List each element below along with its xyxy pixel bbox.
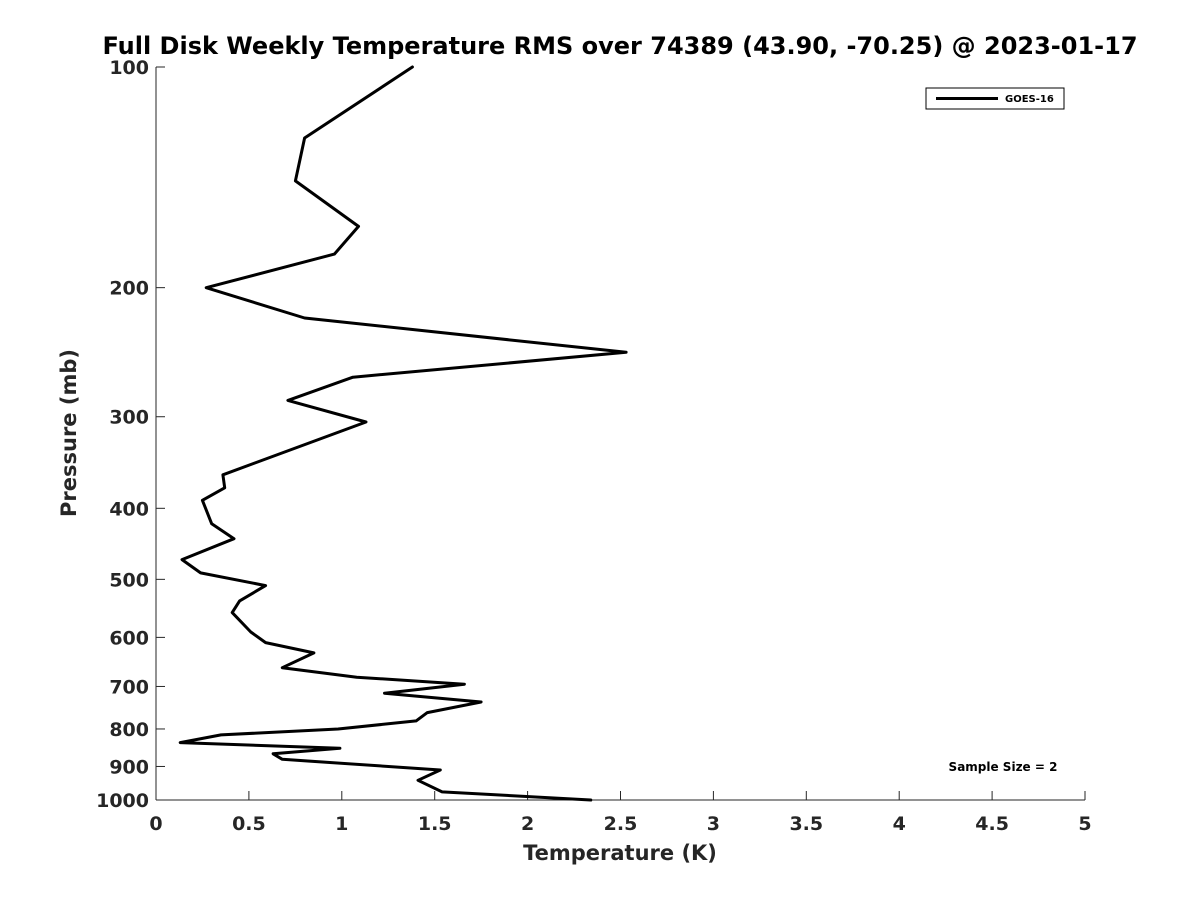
y-tick-label: 300 xyxy=(109,407,149,429)
x-tick-label: 3.5 xyxy=(789,813,823,835)
y-tick-label: 100 xyxy=(109,57,149,79)
x-axis-label: Temperature (K) xyxy=(523,841,717,865)
y-tick-label: 400 xyxy=(109,498,149,520)
x-tick-label: 4.5 xyxy=(975,813,1009,835)
x-tick-label: 0.5 xyxy=(232,813,266,835)
y-axis-label: Pressure (mb) xyxy=(57,349,81,517)
x-tick-label: 2.5 xyxy=(604,813,638,835)
y-tick-label: 200 xyxy=(109,278,149,300)
x-tick-label: 3 xyxy=(707,813,720,835)
legend-label-goes-16: GOES-16 xyxy=(1005,94,1054,105)
chart-title: Full Disk Weekly Temperature RMS over 74… xyxy=(102,32,1137,60)
y-tick-label: 900 xyxy=(109,756,149,778)
y-axis-ticks: 100 200 300 400 500 600 700 800 900 1000 xyxy=(96,57,165,812)
x-tick-label: 4 xyxy=(893,813,906,835)
x-axis-ticks: 0 0.5 1 1.5 2 2.5 3 3.5 4 4.5 5 xyxy=(149,791,1092,835)
x-tick-label: 1.5 xyxy=(418,813,452,835)
x-tick-label: 5 xyxy=(1078,813,1091,835)
y-tick-label: 600 xyxy=(109,627,149,649)
y-tick-label: 1000 xyxy=(96,790,149,812)
legend: GOES-16 xyxy=(925,87,1065,110)
y-tick-label: 800 xyxy=(109,719,149,741)
series-line-goes-16 xyxy=(178,65,628,802)
sample-size-annotation: Sample Size = 2 xyxy=(949,760,1058,774)
x-tick-label: 0 xyxy=(149,813,162,835)
x-tick-label: 1 xyxy=(335,813,348,835)
plot-lines xyxy=(178,65,628,802)
x-tick-label: 2 xyxy=(521,813,534,835)
y-tick-label: 500 xyxy=(109,569,149,591)
y-tick-label: 700 xyxy=(109,676,149,698)
